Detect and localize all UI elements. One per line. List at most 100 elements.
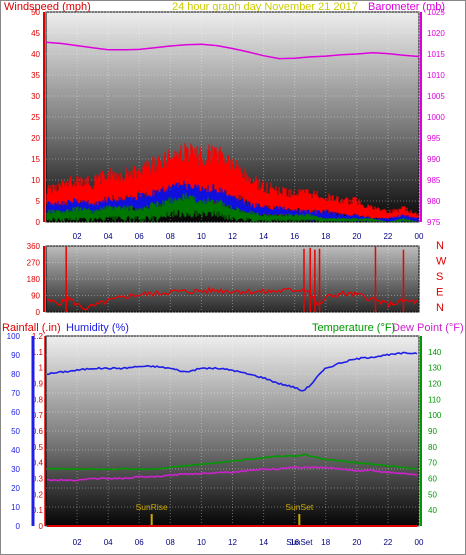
barometer-point	[325, 55, 327, 57]
temperature-tick-label: 60	[428, 475, 437, 484]
barometer-point	[387, 52, 389, 55]
barometer-point	[294, 57, 296, 59]
barometer-point	[231, 47, 234, 50]
barometer-point	[123, 49, 125, 51]
humidity-line	[46, 351, 418, 392]
direction-line	[46, 286, 418, 311]
sunrise-label: SunRise	[136, 502, 168, 512]
x-tick-label: 10	[197, 538, 206, 547]
windspeed-tick-label: 10	[31, 176, 40, 185]
humidity-tick-label: 90	[11, 351, 20, 360]
barometer-tick-label: 1000	[427, 113, 445, 122]
humidity-title: Humidity (%)	[66, 322, 129, 334]
barometer-point	[278, 58, 280, 60]
x-tick-label: 22	[383, 232, 392, 241]
barometer-tick-label: 1005	[427, 92, 445, 101]
x-tick-label: 00	[415, 232, 424, 241]
sunset-axis-label: SunSet	[286, 538, 313, 547]
temperature-title: Temperature (°F)	[312, 322, 395, 334]
series-windspeed-mph-band	[46, 143, 419, 222]
dew-point-f-line	[47, 466, 418, 482]
rainfall-title: Rainfall (.in)	[2, 322, 61, 334]
barometer-tick-label: 1015	[427, 50, 445, 59]
x-tick-label: 14	[259, 538, 268, 547]
windspeed-tick-label: 30	[31, 92, 40, 101]
barometer-tick-label: 990	[427, 155, 441, 164]
rainfall-tick-label: 0.2	[32, 490, 44, 499]
barometer-point	[262, 55, 265, 57]
x-tick-label: 06	[135, 232, 144, 241]
x-tick-label: 12	[228, 538, 237, 547]
dewpoint-title: Dew Point (°F)	[392, 322, 464, 334]
wind-x-tick-labels: 02 04 06 08 10 12 14 16 18 20 22 00	[73, 232, 424, 241]
humidity-tick-label: 50	[11, 427, 20, 436]
wind-series-group	[45, 41, 420, 222]
x-tick-label: 16	[290, 538, 299, 547]
windspeed-tick-label: 5	[36, 197, 41, 206]
rainfall-tick-label: 0.1	[32, 506, 44, 515]
rainfall-tick-label: 0.4	[32, 459, 44, 468]
humidity-tick-label: 0	[16, 522, 21, 531]
barometer-point	[154, 47, 156, 49]
temperature-tick-label: 90	[428, 427, 437, 436]
windspeed-tick-label: 20	[31, 134, 40, 143]
barometer-tick-label: 985	[427, 176, 441, 185]
x-tick-label: 10	[197, 232, 206, 241]
rainfall-tick-label: 0.6	[32, 427, 44, 436]
barometer-axis-ticks: 975 980 985 990 995 1000 1005 1010 1015 1020 1025	[427, 8, 445, 227]
graph-date-title: 24 hour graph day November 21 2017	[172, 1, 358, 13]
temperature-tick-label: 110	[428, 395, 441, 404]
temperature-tick-label: 100	[428, 411, 442, 420]
windspeed-tick-label: 40	[31, 50, 40, 59]
compass-label: W	[436, 256, 447, 268]
barometer-tick-label: 975	[427, 218, 441, 227]
direction-plot-background	[45, 245, 420, 313]
compass-label: E	[436, 287, 443, 299]
barometer-tick-label: 980	[427, 197, 441, 206]
x-tick-label: 04	[104, 232, 113, 241]
windspeed-tick-label: 0	[36, 218, 41, 227]
x-tick-label: 18	[321, 232, 330, 241]
x-tick-label: 04	[104, 538, 113, 547]
windspeed-tick-label: 50	[31, 8, 40, 17]
x-tick-label: 00	[415, 538, 424, 547]
humidity-tick-label: 60	[11, 408, 20, 417]
windspeed-tick-label: 25	[31, 113, 40, 122]
humidity-tick-label: 80	[11, 370, 20, 379]
x-tick-label: 08	[166, 538, 175, 547]
x-tick-label: 12	[228, 232, 237, 241]
barometer-point	[371, 52, 373, 54]
compass-label: S	[436, 271, 443, 283]
compass-label: N	[436, 302, 444, 314]
barometer-title: Barometer (mb)	[368, 1, 445, 13]
barometer-point	[45, 41, 47, 43]
barometer-point	[216, 45, 218, 47]
barometer-tick-label: 995	[427, 134, 441, 143]
barometer-point	[60, 42, 63, 45]
barometer-point	[92, 47, 94, 49]
barometer-point	[356, 53, 358, 55]
barometer-tick-label: 1010	[427, 71, 445, 80]
direction-tick-label: 0	[36, 308, 41, 317]
x-tick-label: 20	[352, 232, 361, 241]
direction-tick-label: 270	[27, 259, 41, 268]
humidity-tick-label: 10	[11, 503, 20, 512]
humidity-tick-label: 100	[7, 332, 21, 341]
barometer-point	[169, 45, 171, 47]
barometer-point	[340, 54, 342, 56]
x-tick-label: 22	[383, 538, 392, 547]
series-averageband	[46, 193, 419, 222]
rainfall-tick-label: 1.1	[32, 348, 44, 357]
direction-axis-ticks: 0 90 180 270 360	[27, 242, 41, 317]
windspeed-axis-ticks: 0 5 10 15 20 25 30 35 40 45 50	[31, 8, 40, 227]
x-tick-label: 18	[321, 538, 330, 547]
windspeed-tick-label: 45	[31, 29, 40, 38]
temperature-tick-label: 40	[428, 506, 437, 515]
temperature-tick-label: 140	[428, 348, 442, 357]
windspeed-tick-label: 35	[31, 71, 40, 80]
barometer-point	[418, 55, 420, 58]
temperature-f-line	[46, 453, 418, 471]
barometer-tick-label: 1025	[427, 8, 445, 17]
humidity-tick-label: 40	[11, 446, 20, 455]
rainfall-axis-ticks: 0 0.1 0.2 0.3 0.4 0.5 0.6 0.7 0.8 0.9 1 1.1 1.2	[32, 332, 44, 531]
